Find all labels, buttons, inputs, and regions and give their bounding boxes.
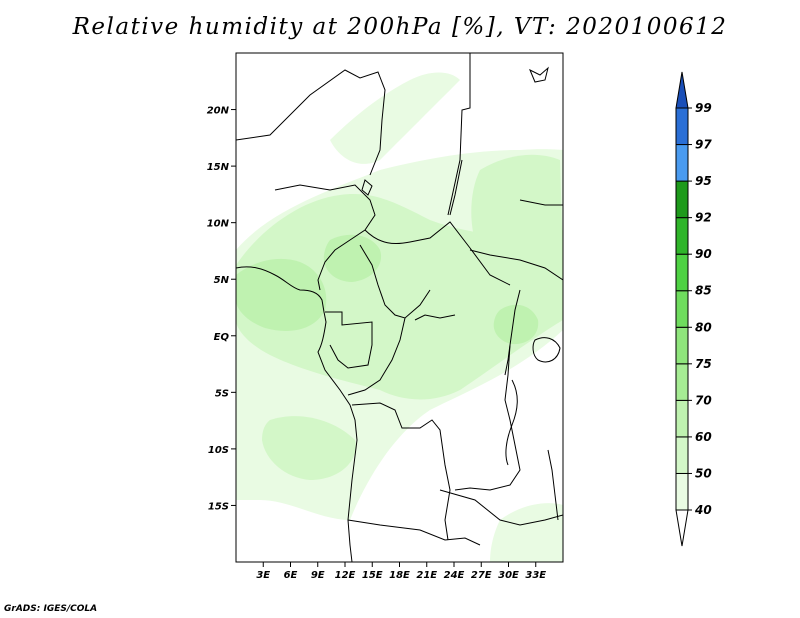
colorbar-label: 50 [695, 466, 712, 480]
lon-tick-label: 15E [362, 570, 383, 581]
colorbar-label: 70 [695, 393, 712, 407]
colorbar-segment [675, 472, 689, 511]
border-sudan [447, 53, 471, 216]
lon-tick-label: 18E [389, 570, 410, 581]
colorbar-label: 80 [695, 320, 712, 334]
colorbar-label: 40 [694, 503, 712, 517]
lake-victoria [532, 337, 561, 363]
lat-tick-label: 10N [207, 219, 230, 230]
colorbar-label: 95 [695, 174, 712, 188]
lat-tick-label: 10S [208, 445, 229, 456]
border-drc-angola [351, 402, 451, 541]
lon-tick-label: 9E [311, 570, 325, 581]
lat-tick-label: 5S [215, 388, 229, 399]
colorbar-segment [675, 399, 689, 438]
colorbar-label: 75 [695, 357, 712, 371]
lake-tanganyika [505, 379, 518, 466]
colorbar-label: 60 [695, 430, 712, 444]
border-south-sudan [469, 249, 563, 281]
lon-tick-label: 12E [335, 570, 356, 581]
border-libya-niger [236, 69, 386, 176]
colorbar-label: 97 [695, 138, 712, 152]
border-chad-sudan [449, 159, 463, 216]
rh-40-50-north-band [330, 72, 460, 164]
colorbar-segment [675, 253, 689, 292]
map-title: Relative humidity at 200hPa [%], VT: 202… [72, 14, 728, 40]
lat-tick-label: 20N [207, 106, 230, 117]
colorbar-segment [675, 180, 689, 219]
border-congo-drc [347, 317, 406, 396]
colorbar-label: 92 [695, 211, 712, 225]
lon-tick-label: 3E [256, 570, 270, 581]
border-ethiopia [519, 199, 563, 206]
grads-credit: GrADS: IGES/COLA [4, 604, 98, 614]
lon-tick-label: 21E [416, 570, 437, 581]
lat-tick-label: EQ [214, 332, 230, 343]
border-car-congo [359, 244, 431, 319]
lake-chad [361, 179, 373, 196]
lon-tick-label: 24E [444, 570, 465, 581]
colorbar-segment [675, 107, 689, 146]
lake-albert [504, 344, 511, 376]
coastline-west-africa [236, 266, 358, 562]
colorbar-label: 85 [695, 284, 712, 298]
colorbar-segment [675, 363, 689, 401]
colorbar-segment [675, 144, 689, 182]
lon-tick-label: 27E [471, 570, 492, 581]
longitude-axis: 3E 6E 9E 12E 15E 18E 21E 24E 27E 30E 33E [256, 562, 546, 581]
rh-50-60-east-patch [471, 154, 563, 276]
rh-40-50-south-band [490, 503, 563, 562]
border-chad-car [364, 221, 511, 286]
colorbar: 40 50 60 70 75 80 85 90 92 95 97 99 [675, 71, 712, 547]
river-congo-mark [414, 314, 456, 321]
border-zambia [439, 489, 563, 526]
colorbar-segment [675, 326, 689, 365]
top-island [529, 66, 549, 83]
border-nigeria-cameroon [274, 184, 376, 291]
lat-tick-label: 15S [208, 501, 229, 512]
colorbar-label: 99 [695, 101, 712, 115]
humidity-shading [236, 72, 563, 562]
colorbar-bottom-arrow [675, 509, 689, 547]
rh-50-60-sw-patch [262, 416, 356, 480]
rh-60-70-central-patch [323, 234, 382, 282]
border-namibia [347, 519, 481, 546]
colorbar-segment [675, 217, 689, 255]
country-borders [236, 53, 563, 562]
border-gabon [325, 311, 373, 369]
border-drc-east [454, 289, 521, 491]
colorbar-top-arrow [675, 71, 689, 109]
latitude-axis: 20N 15N 10N 5N EQ 5S 10S 15S [207, 106, 236, 512]
lon-tick-label: 6E [284, 570, 298, 581]
lon-tick-label: 33E [525, 570, 546, 581]
lat-tick-label: 5N [214, 275, 230, 286]
lon-tick-label: 30E [498, 570, 519, 581]
rh-60-70-east-patch [493, 304, 539, 345]
colorbar-label: 90 [695, 247, 712, 261]
lat-tick-label: 15N [207, 162, 230, 173]
rh-60-70-region [236, 258, 327, 331]
colorbar-segment [675, 436, 689, 474]
colorbar-segment [675, 290, 689, 328]
lake-malawi [547, 449, 559, 521]
